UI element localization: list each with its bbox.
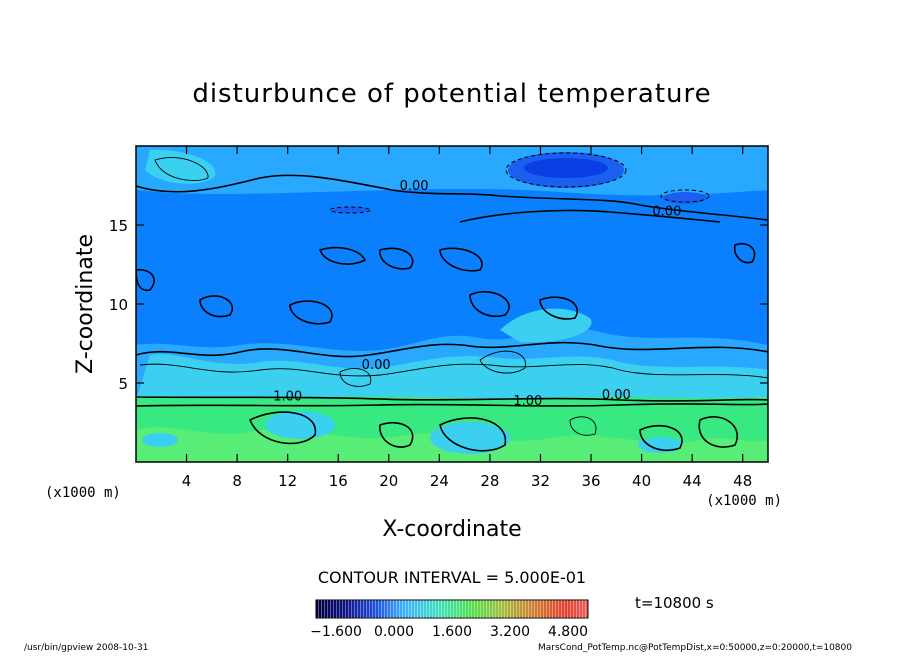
y-axis: 5 10 15 — [109, 217, 768, 393]
colorbar-labels: −1.600 0.000 1.600 3.200 4.800 — [310, 624, 588, 640]
contour-label: 1.00 — [513, 394, 542, 409]
x-tick-label: 36 — [581, 472, 600, 490]
footer-right: MarsCond_PotTemp.nc@PotTempDist,x=0:5000… — [538, 643, 852, 653]
colorbar-tick-label: 1.600 — [432, 624, 472, 640]
footer-left: /usr/bin/gpview 2008-10-31 — [24, 643, 148, 653]
x-tick-label: 8 — [232, 472, 242, 490]
contour-label: 0.00 — [652, 205, 681, 220]
contour-label: 0.00 — [362, 358, 391, 373]
x-unit-left: (x1000 m) — [45, 485, 121, 501]
y-tick-label: 15 — [109, 217, 128, 235]
contour-field — [136, 146, 768, 462]
contour-label: 1.00 — [273, 389, 302, 404]
chart-title: disturbunce of potential temperature — [192, 79, 711, 109]
y-tick-label: 5 — [118, 375, 128, 393]
x-tick-label: 20 — [379, 472, 398, 490]
time-label: t=10800 s — [635, 594, 714, 612]
colorbar-tick-label: −1.600 — [310, 624, 362, 640]
colorbar-stripes — [316, 600, 588, 618]
colorbar-tick-label: 3.200 — [490, 624, 530, 640]
contour-labels: 0.00 0.00 0.00 0.00 1.00 1.00 — [273, 179, 681, 409]
x-tick-label: 28 — [480, 472, 499, 490]
contour-label: 0.00 — [400, 179, 429, 194]
x-tick-label: 48 — [733, 472, 752, 490]
x-tick-label: 24 — [430, 472, 449, 490]
colorbar-tick-label: 4.800 — [548, 624, 588, 640]
y-tick-label: 10 — [109, 296, 128, 314]
contour-label: 0.00 — [602, 388, 631, 403]
y-axis-label: Z-coordinate — [73, 234, 98, 374]
x-tick-label: 40 — [632, 472, 651, 490]
x-axis-label: X-coordinate — [382, 517, 521, 542]
x-unit-right: (x1000 m) — [706, 493, 782, 509]
x-tick-label: 16 — [329, 472, 348, 490]
x-tick-label: 12 — [278, 472, 297, 490]
x-tick-label: 32 — [531, 472, 550, 490]
x-tick-label: 4 — [182, 472, 192, 490]
colorbar-tick-label: 0.000 — [374, 624, 414, 640]
x-axis: 4 8 12 16 20 24 28 32 36 40 44 48 — [182, 146, 752, 490]
x-tick-label: 44 — [683, 472, 702, 490]
contour-interval: CONTOUR INTERVAL = 5.000E-01 — [318, 568, 586, 587]
